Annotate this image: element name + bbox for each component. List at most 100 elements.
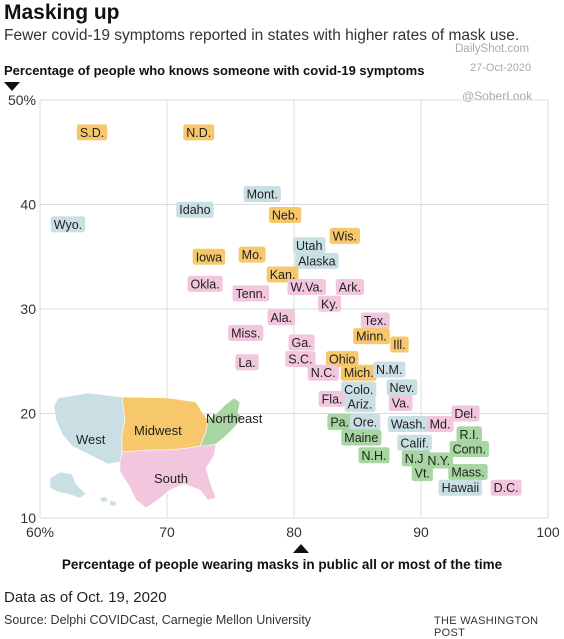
watermark-site: DailyShot.com	[455, 43, 530, 55]
data-point-label: N.D.	[186, 126, 211, 140]
data-point: Mont.	[243, 186, 281, 203]
data-point-label: Md.	[430, 417, 451, 431]
data-point-marker	[293, 237, 326, 254]
data-point-marker	[456, 426, 482, 443]
y-tick-label: 50%	[8, 92, 36, 108]
data-point-label: Wis.	[333, 229, 357, 243]
data-point-label: Wyo.	[54, 218, 82, 232]
data-point-marker	[192, 248, 226, 265]
data-point-marker	[451, 405, 480, 422]
data-point: Okla.	[187, 275, 223, 292]
data-point: Ohio	[326, 351, 359, 368]
data-point-marker	[373, 361, 406, 378]
data-point-marker	[183, 124, 215, 141]
data-point: Minn.	[353, 328, 390, 345]
data-point-marker	[344, 396, 376, 413]
data-point: Wis.	[329, 227, 360, 244]
data-point: Calif.	[397, 434, 432, 451]
data-point: Mich.	[340, 364, 377, 381]
data-point: Tenn.	[232, 285, 270, 302]
data-point: Ore.	[349, 413, 381, 430]
data-point-label: Alaska	[298, 254, 336, 268]
x-tick-label: 70	[159, 524, 175, 540]
data-point-marker	[285, 351, 316, 368]
data-point-label: Ark.	[339, 281, 361, 295]
data-point: Miss.	[228, 325, 264, 342]
data-point-marker	[386, 379, 418, 396]
data-point-label: Fla.	[322, 392, 343, 406]
data-point-marker	[358, 447, 390, 464]
data-point-label: Ky.	[321, 297, 338, 311]
data-point-label: Okla.	[191, 277, 220, 291]
data-point-label: Kan.	[270, 268, 296, 282]
data-point: N.D.	[183, 124, 215, 141]
data-point-marker	[397, 434, 432, 451]
data-point-label: Va.	[392, 397, 410, 411]
data-point-label: Mich.	[344, 366, 374, 380]
data-point: N.Y.	[424, 452, 454, 469]
data-point-marker	[318, 390, 346, 407]
data-point-label: S.C.	[288, 353, 312, 367]
data-point: D.C.	[490, 479, 522, 496]
data-point-marker	[438, 479, 483, 496]
data-point-marker	[187, 275, 223, 292]
data-point-label: Mo.	[242, 248, 263, 262]
data-point: Va.	[388, 395, 413, 412]
data-point-label: Wash.	[391, 417, 426, 431]
map-label-west: West	[76, 432, 106, 447]
data-point: Pa.	[327, 413, 353, 430]
watermark-date: 27-Oct-2020	[470, 62, 532, 74]
data-point-label: Utah	[296, 239, 322, 253]
data-point: Utah	[293, 237, 326, 254]
data-point-label: Maine	[344, 431, 378, 445]
data-point-marker	[426, 415, 454, 432]
data-point: Md.	[426, 415, 454, 432]
data-point: N.J.	[401, 450, 431, 467]
data-point-label: Hawaii	[442, 481, 480, 495]
data-point-marker	[176, 201, 214, 218]
data-point: La.	[235, 354, 259, 371]
map-region-hawaii	[100, 497, 116, 506]
map-label-midwest: Midwest	[134, 423, 182, 438]
data-point: N.M.	[373, 361, 406, 378]
data-point-marker	[353, 328, 390, 345]
data-point: Neb.	[268, 206, 302, 223]
y-tick-label: 10	[20, 510, 36, 526]
data-point-label: Ohio	[329, 353, 355, 367]
data-point-marker	[307, 364, 339, 381]
data-point-label: N.J.	[405, 452, 427, 466]
data-point-marker	[267, 309, 296, 326]
data-point-marker	[228, 325, 264, 342]
data-point-label: Ariz.	[348, 398, 373, 412]
data-point: Mass.	[448, 464, 488, 481]
data-point: N.C.	[307, 364, 339, 381]
data-point-marker	[388, 395, 413, 412]
data-point-marker	[424, 452, 454, 469]
data-point: Mo.	[238, 246, 266, 263]
data-point: Colo.	[341, 381, 377, 398]
data-point-label: Mont.	[247, 188, 278, 202]
y-tick-label: 40	[20, 197, 36, 213]
data-point: Ky.	[317, 295, 342, 312]
map-label-northeast: Northeast	[206, 411, 263, 426]
data-point: Wyo.	[50, 216, 86, 233]
data-point-marker	[411, 465, 433, 482]
us-regions-map: West Midwest Northeast South	[49, 392, 263, 509]
data-point-marker	[266, 266, 299, 283]
data-point-marker	[327, 413, 353, 430]
data-point-marker	[335, 279, 364, 296]
data-point-marker	[448, 464, 488, 481]
data-point: Del.	[451, 405, 480, 422]
data-point: Kan.	[266, 266, 299, 283]
data-point-label: Vt.	[415, 467, 430, 481]
data-point-label: Tex.	[364, 314, 387, 328]
data-point: Conn.	[449, 441, 489, 458]
data-point-marker	[288, 334, 315, 351]
data-point: N.H.	[358, 447, 390, 464]
source-note: Source: Delphi COVIDCast, Carnegie Mello…	[4, 613, 312, 627]
data-point-marker	[76, 124, 108, 141]
data-point: W.Va.	[287, 279, 326, 296]
data-point: Hawaii	[438, 479, 483, 496]
y-axis-arrow-icon	[4, 82, 20, 91]
